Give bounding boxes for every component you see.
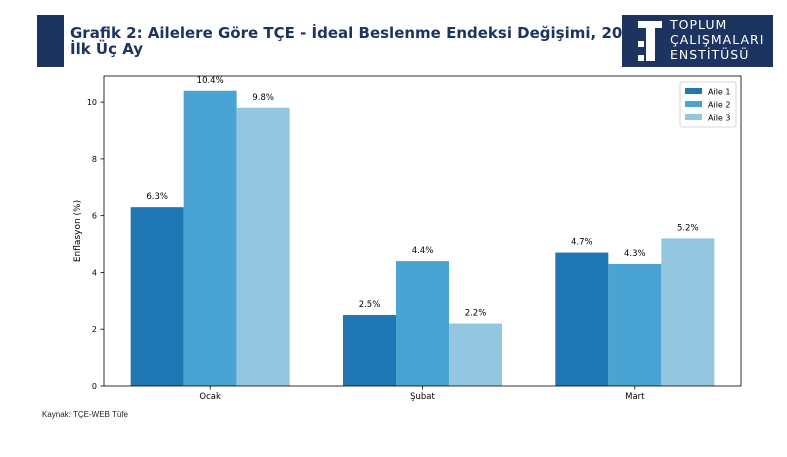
title-box xyxy=(64,15,622,67)
bar xyxy=(343,315,396,386)
bar xyxy=(661,238,715,386)
y-tick-label: 8 xyxy=(92,155,97,164)
logo-text-line-3: ENSTİTÜSÜ xyxy=(670,47,750,62)
legend-label: Aile 1 xyxy=(708,88,730,97)
y-tick-label: 4 xyxy=(92,268,97,277)
data-label: 2.5% xyxy=(359,300,381,310)
source-note: Kaynak: TÇE-WEB Tüfe xyxy=(42,410,128,419)
legend-label: Aile 3 xyxy=(708,114,730,123)
data-label: 9.8% xyxy=(252,93,274,103)
logo-text-line-1: TOPLUM xyxy=(670,17,728,32)
bar xyxy=(183,90,237,386)
legend-swatch xyxy=(685,114,702,120)
chart-title-line-1: Grafik 2: Ailelere Göre TÇE - İdeal Besl… xyxy=(70,24,649,42)
x-tick-label: Mart xyxy=(625,392,645,402)
bar xyxy=(608,263,662,386)
bar xyxy=(555,252,609,386)
legend-swatch xyxy=(685,101,702,107)
data-label: 4.4% xyxy=(412,246,434,256)
bar xyxy=(236,107,290,387)
data-label: 5.2% xyxy=(677,223,699,233)
y-tick-label: 2 xyxy=(92,325,97,334)
data-label: 6.3% xyxy=(146,192,168,202)
legend-swatch xyxy=(685,88,702,94)
data-label: 4.7% xyxy=(571,238,593,248)
data-label: 10.4% xyxy=(197,76,224,86)
chart-title-line-2: İlk Üç Ay xyxy=(70,40,144,58)
y-axis-label: Enflasyon (%) xyxy=(73,200,83,262)
legend-label: Aile 2 xyxy=(708,101,730,110)
logo-text-line-2: ÇALIŞMALARI xyxy=(670,32,765,47)
x-tick-label: Ocak xyxy=(199,392,221,402)
y-tick-label: 10 xyxy=(87,98,97,107)
logo-icon xyxy=(638,21,662,61)
y-tick-label: 6 xyxy=(92,212,97,221)
y-tick-label: 0 xyxy=(92,382,97,391)
data-label: 2.2% xyxy=(465,309,487,319)
x-tick-label: Şubat xyxy=(410,392,435,402)
bar xyxy=(449,323,502,386)
data-label: 4.3% xyxy=(624,249,646,259)
bar xyxy=(396,261,449,386)
bar xyxy=(130,207,184,386)
